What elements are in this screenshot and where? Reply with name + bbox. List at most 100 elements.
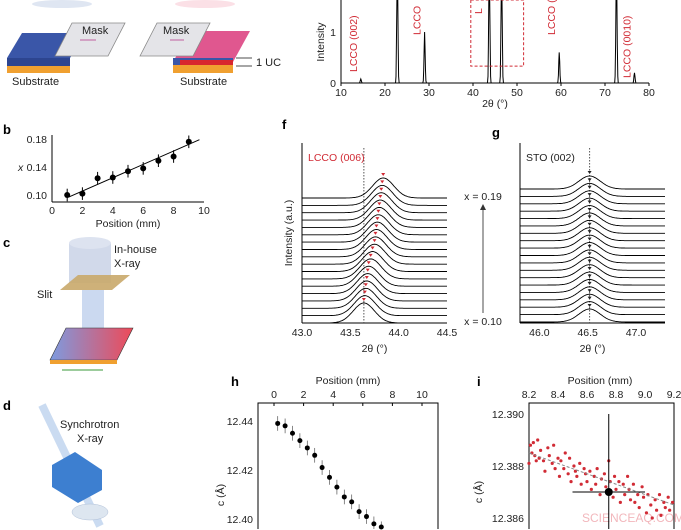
x-tick-label: 2 bbox=[79, 205, 85, 217]
peak-marker bbox=[587, 178, 592, 182]
spectrum-curve bbox=[520, 175, 665, 190]
peak-marker bbox=[587, 237, 592, 241]
data-point bbox=[543, 469, 547, 473]
panel-label-d: d bbox=[3, 398, 11, 413]
source-label-c2: X-ray bbox=[114, 258, 141, 270]
data-point bbox=[568, 456, 572, 460]
x-tick-label: 43.5 bbox=[340, 327, 361, 339]
spectrum-curve bbox=[302, 221, 447, 243]
data-point bbox=[556, 456, 560, 460]
data-point bbox=[539, 448, 543, 452]
data-point bbox=[528, 443, 533, 447]
diagram-d: d Synchrotron X-ray bbox=[3, 398, 119, 528]
x-tick-label: 8.2 bbox=[522, 389, 537, 401]
film-red-layer bbox=[180, 60, 233, 65]
y-tick-label: 12.44 bbox=[227, 416, 253, 428]
data-point bbox=[557, 474, 562, 478]
data-point bbox=[582, 467, 586, 471]
slit-label: Slit bbox=[37, 289, 52, 301]
peak-marker bbox=[364, 275, 369, 279]
uc-label: 1 UC bbox=[256, 57, 281, 69]
data-point bbox=[327, 474, 332, 480]
data-point bbox=[614, 487, 618, 491]
peak-annotation: LCCO (0010) bbox=[621, 16, 633, 78]
data-point bbox=[312, 452, 318, 458]
data-point bbox=[64, 192, 71, 198]
spectrum-curve bbox=[302, 287, 447, 309]
y-axis-label: Intensity bbox=[315, 22, 327, 62]
x-tick-label: 46.0 bbox=[529, 327, 550, 339]
peak-annotation: LCCO (002) bbox=[348, 15, 360, 72]
data-point bbox=[589, 487, 593, 491]
data-point bbox=[572, 464, 576, 468]
y-tick-label: 0.14 bbox=[27, 162, 48, 174]
mean-point bbox=[604, 488, 613, 496]
substrate-label-right: Substrate bbox=[180, 76, 227, 88]
data-point bbox=[290, 430, 295, 436]
y-tick-label: 0.18 bbox=[27, 134, 48, 146]
spectrum-curve bbox=[520, 301, 665, 316]
panel-label-g: g bbox=[492, 125, 500, 140]
data-point bbox=[623, 493, 627, 497]
peak-marker bbox=[587, 222, 592, 226]
data-point bbox=[94, 175, 101, 182]
data-point bbox=[170, 153, 177, 160]
data-point bbox=[588, 469, 592, 473]
peak-marker bbox=[587, 267, 592, 271]
watermark: SCIENCEAQ.COM bbox=[582, 511, 681, 525]
data-point bbox=[569, 480, 573, 484]
data-point bbox=[595, 467, 599, 471]
peak-marker bbox=[587, 244, 592, 248]
data-point bbox=[579, 482, 583, 486]
x-tick-label: 60 bbox=[555, 87, 567, 99]
data-point bbox=[636, 493, 640, 497]
data-point bbox=[527, 461, 531, 465]
source-label-c1: In-house bbox=[114, 244, 157, 256]
peak-marker bbox=[587, 296, 592, 300]
data-point bbox=[640, 485, 644, 489]
data-point bbox=[578, 461, 582, 465]
data-point bbox=[109, 174, 116, 181]
spectrum-curve bbox=[302, 214, 447, 236]
panel-label-b: b bbox=[3, 122, 11, 137]
peak-marker bbox=[366, 261, 371, 265]
data-point bbox=[531, 441, 535, 445]
data-point bbox=[617, 480, 621, 484]
peak-marker bbox=[587, 281, 592, 285]
peak-marker bbox=[587, 259, 592, 263]
spectrum-curve bbox=[520, 308, 665, 323]
data-point bbox=[618, 500, 622, 504]
y-tick-label: 12.40 bbox=[227, 514, 253, 526]
x-top-label: x = 0.19 bbox=[464, 191, 502, 203]
mask-label-right: Mask bbox=[163, 25, 190, 37]
data-point bbox=[670, 500, 675, 504]
spectrum-curve bbox=[302, 199, 447, 221]
x-tick-label: 50 bbox=[511, 87, 523, 99]
x-tick-label: 47.0 bbox=[626, 327, 647, 339]
x-tick-label: 9.0 bbox=[638, 389, 653, 401]
peak-marker bbox=[362, 290, 367, 294]
data-point bbox=[378, 524, 384, 530]
data-point bbox=[663, 506, 667, 510]
x-tick-label: 70 bbox=[599, 87, 611, 99]
x-axis-label: 2θ (°) bbox=[580, 343, 606, 355]
data-point bbox=[553, 467, 557, 471]
x-tick-label: 0 bbox=[49, 205, 55, 217]
data-point bbox=[550, 461, 554, 465]
spectrum-curve bbox=[520, 205, 665, 220]
y-tick-label: 0 bbox=[330, 78, 336, 90]
y-tick-label: 12.390 bbox=[492, 409, 524, 421]
data-point bbox=[604, 485, 608, 489]
x-tick-label: 10 bbox=[198, 205, 210, 217]
data-point bbox=[563, 451, 567, 455]
x-tick-label: 6 bbox=[140, 205, 146, 217]
data-point bbox=[536, 438, 540, 442]
x-tick-label: 8.8 bbox=[609, 389, 624, 401]
x-tick-label: 2 bbox=[301, 389, 307, 401]
data-point bbox=[575, 474, 579, 478]
source-label-d1: Synchrotron bbox=[60, 419, 119, 431]
data-point bbox=[659, 513, 663, 518]
spectrum-curve bbox=[520, 286, 665, 301]
